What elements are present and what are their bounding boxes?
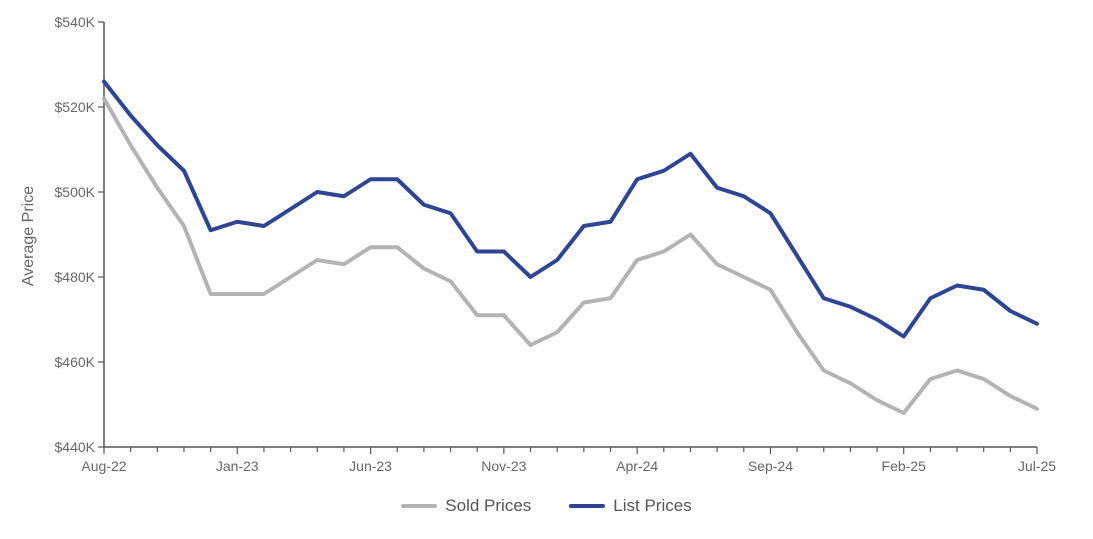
series-line-list[interactable] xyxy=(102,79,1039,339)
series-line-sold[interactable] xyxy=(102,96,1039,415)
line-chart: $440K $460K $480K $500K $520K $540K Aug-22 Jan-… xyxy=(20,14,1057,474)
y-axis-title: Average Price xyxy=(20,186,37,286)
legend-label-sold: Sold Prices xyxy=(445,496,532,515)
x-tick-label: Jul-25 xyxy=(1018,458,1056,474)
y-tick-label: $520K xyxy=(55,99,96,115)
x-tick-label: Sep-24 xyxy=(748,458,793,474)
y-tick-label: $460K xyxy=(55,354,96,370)
legend-swatch-sold xyxy=(401,504,438,508)
y-tick-label: $480K xyxy=(55,269,96,285)
x-tick-label: Nov-23 xyxy=(481,458,526,474)
legend: Sold Prices List Prices xyxy=(0,496,1093,516)
x-tick-label: Jan-23 xyxy=(216,458,259,474)
y-tick-label: $500K xyxy=(55,184,96,200)
x-tick-label: Apr-24 xyxy=(616,458,658,474)
x-tick-label: Aug-22 xyxy=(81,458,126,474)
x-tick-label: Feb-25 xyxy=(882,458,927,474)
series-lines xyxy=(102,79,1039,415)
legend-swatch-list xyxy=(569,504,606,508)
x-tick-label: Jun-23 xyxy=(349,458,392,474)
legend-item-sold[interactable]: Sold Prices xyxy=(401,496,531,516)
legend-label-list: List Prices xyxy=(613,496,692,515)
axes: $440K $460K $480K $500K $520K $540K Aug-22 Jan-… xyxy=(55,14,1057,474)
legend-item-list[interactable]: List Prices xyxy=(569,496,692,516)
y-tick-label: $440K xyxy=(55,439,96,455)
y-tick-label: $540K xyxy=(55,14,96,30)
